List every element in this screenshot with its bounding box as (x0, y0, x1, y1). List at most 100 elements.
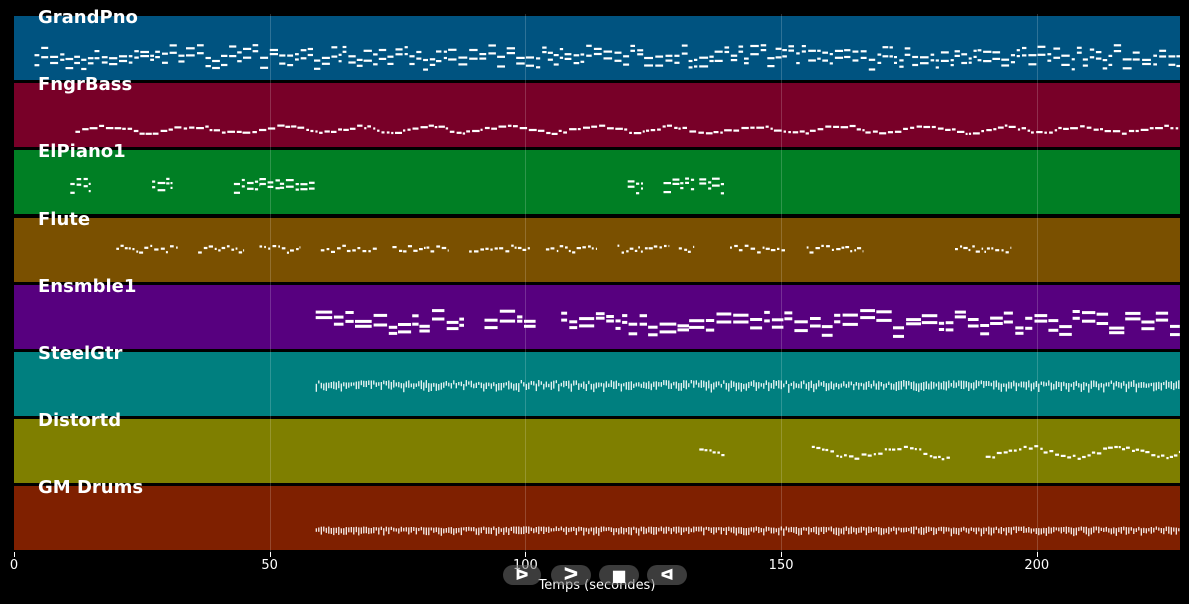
note (688, 66, 693, 69)
note (740, 383, 742, 392)
note (565, 526, 567, 535)
note (648, 381, 650, 389)
note (155, 50, 160, 53)
note (903, 527, 905, 533)
note (910, 382, 912, 389)
note (573, 380, 575, 386)
note (183, 127, 188, 130)
note (955, 248, 958, 251)
note (519, 127, 528, 130)
note (852, 50, 859, 53)
note (538, 380, 540, 387)
note (713, 527, 715, 535)
track-gm-drums (14, 486, 1180, 551)
note (659, 330, 677, 334)
note (798, 383, 800, 389)
note (307, 47, 313, 51)
note (628, 381, 630, 391)
note (775, 56, 782, 59)
note (810, 380, 812, 388)
note (1128, 527, 1130, 534)
note (822, 448, 825, 451)
note (997, 126, 1004, 129)
note (973, 527, 975, 532)
note (89, 127, 98, 130)
note (511, 244, 514, 247)
note (698, 382, 700, 388)
play-button[interactable]: ᐅ (503, 565, 541, 585)
note (1020, 526, 1022, 531)
note (170, 245, 174, 248)
note (1155, 526, 1157, 530)
note (559, 56, 564, 59)
note (580, 53, 585, 56)
note (690, 188, 695, 191)
note (299, 246, 301, 249)
note (689, 325, 705, 329)
note (613, 381, 615, 389)
note (475, 528, 477, 535)
note (678, 247, 682, 250)
note (683, 527, 685, 533)
note (563, 380, 565, 388)
note (178, 60, 185, 63)
note (1095, 51, 1102, 54)
note (241, 178, 245, 182)
note (1060, 382, 1062, 391)
note (862, 250, 864, 253)
stop-button[interactable]: ■ (599, 565, 639, 585)
note (1054, 129, 1058, 132)
note (623, 63, 630, 66)
note (968, 382, 970, 391)
note (1105, 526, 1107, 532)
note (897, 448, 902, 451)
note (398, 381, 400, 388)
note (738, 382, 740, 390)
rewind-button[interactable]: ᐊ (647, 565, 687, 585)
note (1028, 527, 1030, 533)
note (560, 382, 562, 387)
note (659, 246, 662, 249)
forward-button[interactable]: ᐳ (551, 565, 591, 585)
note (1078, 527, 1080, 532)
note (1038, 528, 1040, 536)
note (1168, 55, 1176, 58)
note (1125, 311, 1141, 315)
note (370, 380, 372, 389)
note (320, 526, 322, 535)
note (760, 49, 767, 52)
note (233, 191, 240, 194)
note (718, 381, 720, 386)
note (930, 527, 932, 531)
note (607, 127, 614, 130)
note (995, 526, 997, 530)
note (499, 319, 516, 323)
note (710, 527, 712, 533)
note (1008, 381, 1010, 389)
note (658, 382, 660, 387)
note (992, 456, 996, 459)
note (798, 528, 800, 536)
note (1034, 314, 1048, 318)
note (852, 59, 859, 62)
note (350, 527, 352, 533)
note (975, 380, 977, 389)
note (1010, 527, 1012, 535)
note (479, 57, 487, 60)
note (675, 526, 677, 534)
note (840, 528, 842, 534)
note (375, 382, 377, 387)
note (963, 526, 965, 531)
note (653, 245, 658, 248)
note (320, 249, 325, 252)
note (1123, 381, 1125, 386)
note (794, 329, 808, 333)
note (340, 528, 342, 534)
note (547, 51, 553, 54)
note (1173, 454, 1178, 457)
note (823, 381, 825, 387)
note (638, 528, 640, 536)
note (1140, 528, 1142, 536)
note (860, 316, 875, 320)
note (933, 456, 937, 459)
